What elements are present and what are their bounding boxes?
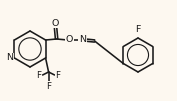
Text: F: F [37,70,42,79]
Text: N: N [79,35,86,45]
Text: O: O [52,18,59,27]
Text: N: N [6,54,13,63]
Text: F: F [135,25,141,34]
Text: F: F [56,70,61,79]
Text: O: O [66,35,73,44]
Text: F: F [46,82,51,91]
